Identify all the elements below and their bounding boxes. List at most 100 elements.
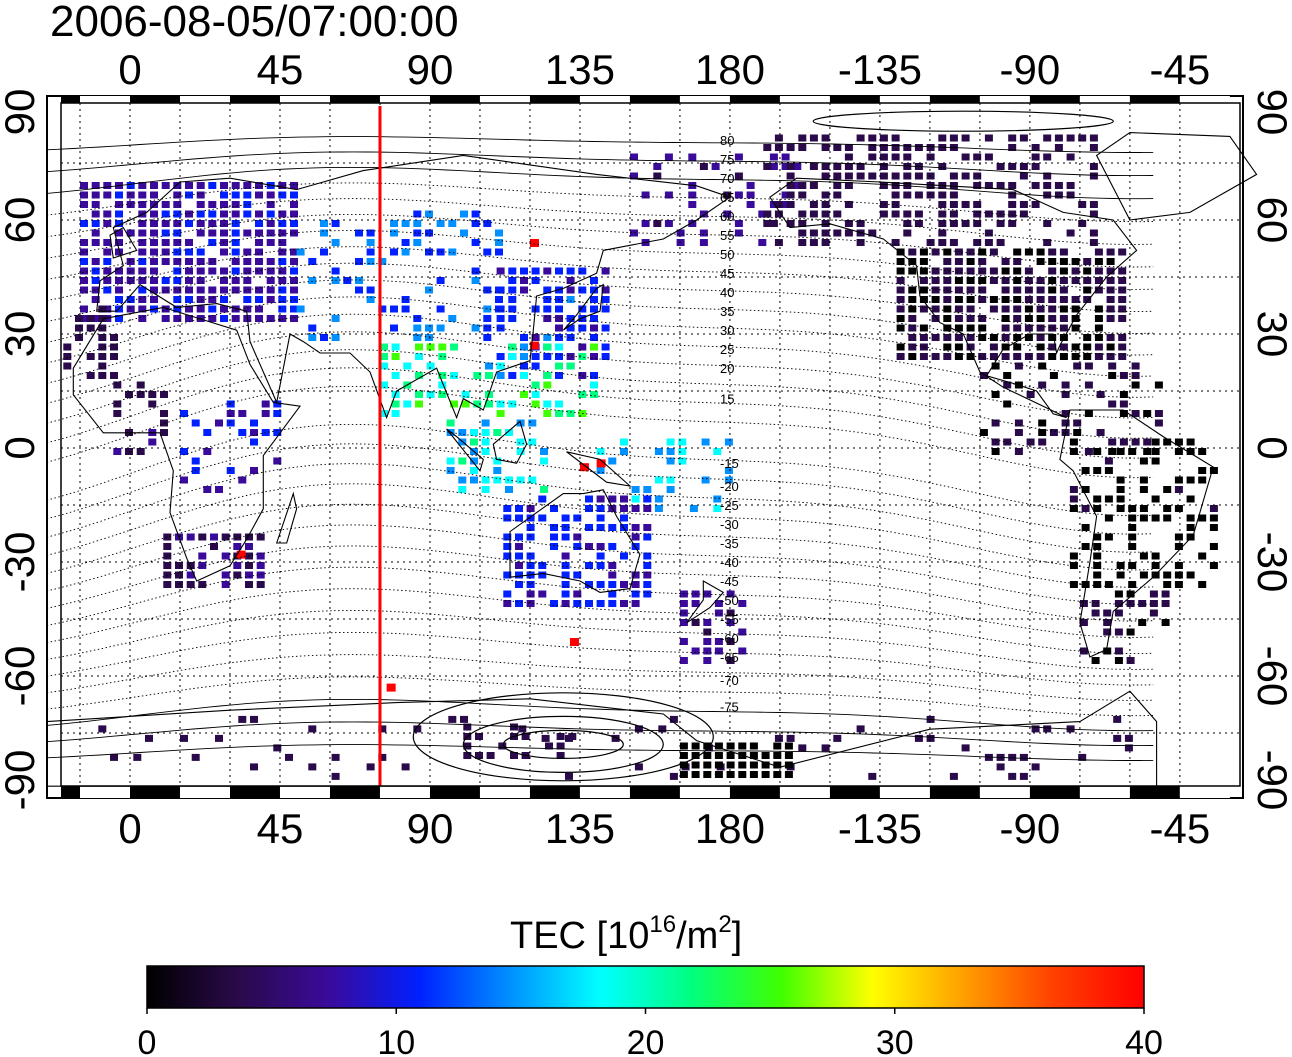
tec-cell: [173, 267, 182, 275]
tec-cell: [784, 752, 793, 759]
tec-cell: [161, 201, 170, 208]
tec-cell: [653, 163, 662, 170]
frame-strip-top: [1129, 96, 1180, 103]
tec-cell: [180, 448, 188, 455]
tec-cell: [103, 210, 112, 218]
tec-cell: [573, 543, 582, 550]
tec-cell: [774, 239, 783, 246]
tec-cell: [355, 229, 363, 237]
tec-cell: [1089, 229, 1098, 237]
tec-cell: [1031, 163, 1040, 170]
tec-cell: [150, 239, 158, 246]
tec-cell: [1081, 486, 1090, 493]
tec-cell: [891, 172, 900, 180]
tec-cell: [1174, 533, 1183, 541]
tec-cell: [196, 229, 205, 237]
tec-cell: [1126, 657, 1135, 664]
tec-cell: [943, 286, 952, 294]
tec-cell: [943, 296, 952, 303]
tec-cell: [914, 172, 923, 180]
tec-cell: [1161, 590, 1170, 598]
tec-cell: [879, 210, 888, 218]
tec-cell: [185, 258, 193, 265]
contour-line: [46, 698, 1154, 732]
tec-cell: [1084, 381, 1093, 389]
tec-cell: [984, 210, 993, 218]
tec-cell: [643, 571, 652, 579]
tec-cell: [1069, 562, 1078, 569]
tec-cell: [1124, 734, 1133, 742]
tec-cell: [438, 381, 447, 389]
tec-cell: [531, 391, 540, 398]
tec-cell: [938, 210, 947, 218]
lon-tick-top: 0: [118, 46, 141, 93]
tec-cell: [446, 419, 455, 427]
tec-cell: [1106, 258, 1115, 265]
tec-cell: [1174, 486, 1183, 493]
tec-cell: [233, 571, 242, 579]
tec-cell: [561, 571, 570, 579]
tec-cell: [798, 191, 807, 199]
tec-cell: [714, 647, 723, 655]
tec-cell: [210, 543, 218, 550]
tec-cell: [173, 305, 182, 313]
tec-cell: [138, 239, 147, 246]
tec-cell: [80, 258, 88, 265]
tec-cell: [1036, 353, 1045, 360]
tec-cell: [643, 524, 652, 531]
tec-cell: [978, 267, 987, 275]
tec-cell: [1106, 296, 1115, 303]
tec-cell: [173, 315, 182, 322]
tec-cell: [483, 315, 492, 322]
tec-cell: [266, 315, 275, 322]
tec-cell: [703, 647, 712, 655]
tec-cell: [543, 353, 552, 360]
lon-tick-top: -45: [1150, 46, 1211, 93]
tec-cell: [493, 476, 502, 484]
tec-cell: [891, 191, 900, 199]
tec-cell: [538, 495, 547, 503]
tec-cell: [596, 495, 605, 503]
tec-cell: [914, 220, 923, 227]
tec-cell: [769, 220, 778, 227]
tec-cell: [856, 239, 865, 246]
tec-cell: [879, 172, 888, 180]
tec-cell: [103, 286, 112, 294]
tec-cell: [255, 286, 263, 294]
coastline: [109, 226, 138, 259]
tec-cell: [1084, 448, 1093, 455]
tec-cell: [1069, 581, 1078, 588]
tec-cell: [908, 343, 917, 351]
tec-cell: [793, 163, 802, 170]
tec-cell: [63, 343, 72, 351]
tec-cell: [726, 657, 735, 664]
tec-cell: [643, 581, 652, 588]
tec-cell: [1008, 201, 1017, 208]
tec-cell: [781, 163, 790, 170]
coastline: [566, 451, 632, 487]
contour-line: [46, 151, 1154, 177]
tec-cell: [978, 286, 987, 294]
tec-cell: [734, 172, 743, 180]
tec-cell: [233, 543, 242, 550]
tec-cell: [148, 438, 157, 446]
tec-cell: [160, 391, 168, 398]
tec-cell: [1131, 381, 1140, 389]
tec-cell: [688, 220, 697, 227]
tec-cell: [896, 305, 905, 313]
tec-cell: [438, 353, 447, 360]
tec-cell: [1131, 362, 1140, 370]
tec-cell: [786, 734, 795, 742]
tec-cell: [1096, 429, 1105, 436]
tec-cell: [1116, 448, 1125, 455]
tec-cell-high: [529, 341, 539, 350]
tec-cell: [726, 619, 735, 626]
tec-cell: [1024, 267, 1033, 275]
tec-cell: [250, 438, 258, 446]
tec-cell: [1119, 400, 1128, 408]
tec-cell: [984, 182, 993, 189]
tec-cell: [256, 533, 265, 541]
tec-cell: [526, 514, 535, 522]
tec-cell: [448, 715, 457, 723]
tec-cell: [1038, 438, 1047, 446]
